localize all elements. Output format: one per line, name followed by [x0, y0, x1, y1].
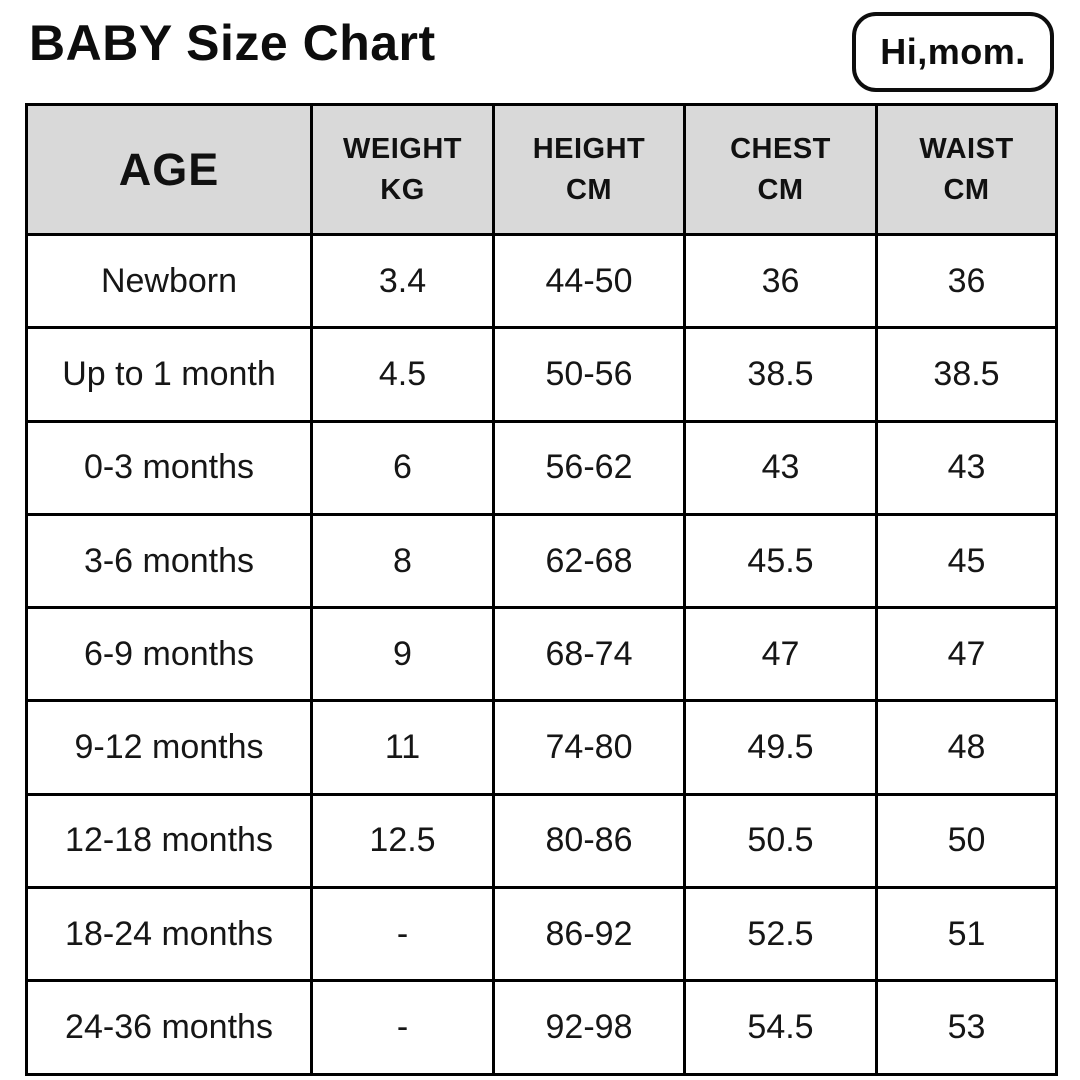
- cell-height: 62-68: [492, 512, 686, 610]
- cell-weight: 3.4: [310, 232, 495, 330]
- column-header-age: AGE: [25, 103, 313, 236]
- cell-chest: 54.5: [683, 979, 878, 1076]
- cell-waist: 51: [875, 886, 1058, 983]
- table-row: Up to 1 month 4.5 50-56 38.5 38.5: [25, 326, 1058, 423]
- cell-chest: 45.5: [683, 512, 878, 610]
- table-header-row: AGE WEIGHT KG HEIGHT CM CHEST CM WAIST CM: [25, 103, 1058, 236]
- cell-chest: 47: [683, 606, 878, 703]
- cell-chest: 38.5: [683, 326, 878, 423]
- cell-age: Up to 1 month: [25, 326, 313, 423]
- cell-weight: 9: [310, 606, 495, 703]
- cell-waist: 38.5: [875, 326, 1058, 423]
- cell-age: Newborn: [25, 232, 313, 330]
- cell-waist: 43: [875, 419, 1058, 516]
- cell-weight: 12.5: [310, 792, 495, 890]
- cell-height: 92-98: [492, 979, 686, 1076]
- cell-chest: 43: [683, 419, 878, 516]
- column-header-chest: CHEST CM: [683, 103, 878, 236]
- brand-logo-text: Hi,mom.: [880, 31, 1026, 72]
- cell-weight: 11: [310, 699, 495, 796]
- column-header-waist: WAIST CM: [875, 103, 1058, 236]
- cell-age: 3-6 months: [25, 512, 313, 610]
- cell-height: 80-86: [492, 792, 686, 890]
- cell-age: 24-36 months: [25, 979, 313, 1076]
- cell-height: 68-74: [492, 606, 686, 703]
- cell-chest: 49.5: [683, 699, 878, 796]
- cell-waist: 48: [875, 699, 1058, 796]
- cell-age: 0-3 months: [25, 419, 313, 516]
- cell-weight: -: [310, 979, 495, 1076]
- cell-weight: 8: [310, 512, 495, 610]
- cell-weight: 4.5: [310, 326, 495, 423]
- cell-waist: 36: [875, 232, 1058, 330]
- cell-height: 50-56: [492, 326, 686, 423]
- cell-weight: 6: [310, 419, 495, 516]
- cell-chest: 50.5: [683, 792, 878, 890]
- table-row: 18-24 months - 86-92 52.5 51: [25, 886, 1058, 983]
- cell-age: 12-18 months: [25, 792, 313, 890]
- table-row: 9-12 months 11 74-80 49.5 48: [25, 699, 1058, 796]
- cell-height: 56-62: [492, 419, 686, 516]
- cell-height: 74-80: [492, 699, 686, 796]
- column-header-weight: WEIGHT KG: [310, 103, 495, 236]
- table-row: 0-3 months 6 56-62 43 43: [25, 419, 1058, 516]
- brand-logo: Hi,mom.: [852, 12, 1054, 92]
- cell-waist: 47: [875, 606, 1058, 703]
- cell-weight: -: [310, 886, 495, 983]
- cell-chest: 36: [683, 232, 878, 330]
- table-row: 12-18 months 12.5 80-86 50.5 50: [25, 792, 1058, 890]
- cell-age: 18-24 months: [25, 886, 313, 983]
- cell-height: 44-50: [492, 232, 686, 330]
- cell-chest: 52.5: [683, 886, 878, 983]
- table-row: Newborn 3.4 44-50 36 36: [25, 232, 1058, 330]
- page-header: BABY Size Chart Hi,mom.: [25, 0, 1055, 103]
- table-body: Newborn 3.4 44-50 36 36 Up to 1 month 4.…: [25, 232, 1058, 1076]
- table-row: 6-9 months 9 68-74 47 47: [25, 606, 1058, 703]
- cell-age: 6-9 months: [25, 606, 313, 703]
- cell-waist: 50: [875, 792, 1058, 890]
- cell-waist: 53: [875, 979, 1058, 1076]
- page-title: BABY Size Chart: [29, 15, 436, 71]
- baby-size-table: AGE WEIGHT KG HEIGHT CM CHEST CM WAIST CM Ne…: [25, 103, 1058, 1076]
- column-header-height: HEIGHT CM: [492, 103, 686, 236]
- cell-height: 86-92: [492, 886, 686, 983]
- table-row: 24-36 months - 92-98 54.5 53: [25, 979, 1058, 1076]
- table-row: 3-6 months 8 62-68 45.5 45: [25, 512, 1058, 610]
- cell-waist: 45: [875, 512, 1058, 610]
- cell-age: 9-12 months: [25, 699, 313, 796]
